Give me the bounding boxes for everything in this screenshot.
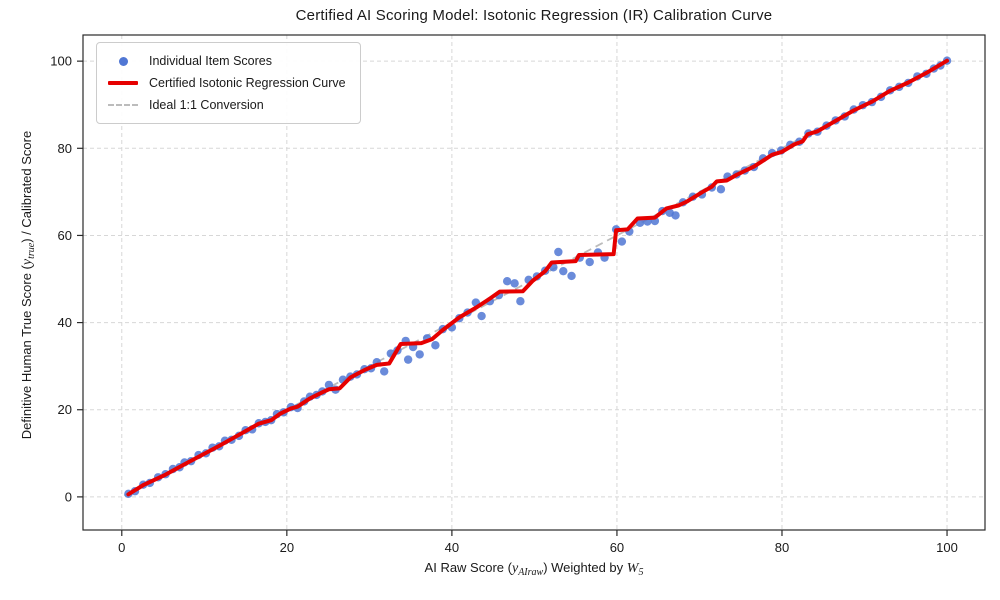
x-axis-label-pre: AI Raw Score ( xyxy=(424,560,512,575)
legend-label-scores: Individual Item Scores xyxy=(149,54,272,68)
y-tick-label: 20 xyxy=(58,402,72,417)
scatter-point xyxy=(380,367,389,376)
scatter-point xyxy=(403,355,413,364)
y-axis-label: Definitive Human True Score (ytrue) / Ca… xyxy=(19,70,37,500)
y-axis-label-post: ) / Calibrated Score xyxy=(19,130,34,243)
y-tick-label: 60 xyxy=(58,228,72,243)
scatter-point xyxy=(516,297,525,306)
scatter-point xyxy=(617,237,627,246)
scatter-point xyxy=(510,279,519,288)
scatter-point xyxy=(567,271,576,281)
x-axis-var-y: y xyxy=(511,561,519,576)
legend-label-ideal: Ideal 1:1 Conversion xyxy=(149,98,264,112)
x-tick-label: 80 xyxy=(775,540,789,555)
legend-label-iso-curve: Certified Isotonic Regression Curve xyxy=(149,76,346,90)
scatter-point xyxy=(671,211,680,220)
scatter-point xyxy=(431,341,440,350)
scatter-point xyxy=(415,350,424,359)
scatter-point xyxy=(502,276,512,286)
scatter-point xyxy=(324,380,334,390)
y-tick-label: 80 xyxy=(58,141,72,156)
chart-title: Certified AI Scoring Model: Isotonic Reg… xyxy=(295,7,773,24)
scatter-point xyxy=(477,311,486,321)
plot-border xyxy=(82,34,986,531)
x-tick-label: 20 xyxy=(280,540,294,555)
x-axis-sub-5: 5 xyxy=(638,567,644,578)
scatter-point xyxy=(554,247,563,257)
y-tick-label: 100 xyxy=(50,54,72,69)
x-axis-label: AI Raw Score (yAIraw) Weighted by W5 xyxy=(134,560,934,578)
isotonic-curve xyxy=(126,58,950,497)
y-axis-label-pre: Definitive Human True Score ( xyxy=(19,265,34,440)
scatter-point xyxy=(716,185,726,194)
x-tick-label: 0 xyxy=(118,540,125,555)
legend-item-iso-curve: Certified Isotonic Regression Curve xyxy=(107,72,346,94)
x-tick-label: 40 xyxy=(445,540,459,555)
legend: Individual Item Scores Certified Isotoni… xyxy=(96,42,361,124)
x-tick-label: 60 xyxy=(610,540,624,555)
x-axis-label-mid: ) Weighted by xyxy=(543,560,627,575)
scatter-dot-icon xyxy=(107,56,139,66)
y-tick-label: 40 xyxy=(58,315,72,330)
gray-dash-icon xyxy=(107,104,139,106)
scatter-point xyxy=(585,257,594,267)
red-line-icon xyxy=(107,81,139,85)
y-axis-sub-true: true xyxy=(26,242,37,259)
x-tick-label: 100 xyxy=(936,540,958,555)
x-axis-sub-airaw: AIraw xyxy=(518,567,544,578)
x-axis-var-w: W xyxy=(626,561,639,576)
legend-item-ideal: Ideal 1:1 Conversion xyxy=(107,94,346,116)
scatter-point xyxy=(559,266,568,276)
legend-item-scores: Individual Item Scores xyxy=(107,50,346,72)
y-tick-label: 0 xyxy=(65,489,72,504)
y-axis-var-y: y xyxy=(20,258,35,266)
